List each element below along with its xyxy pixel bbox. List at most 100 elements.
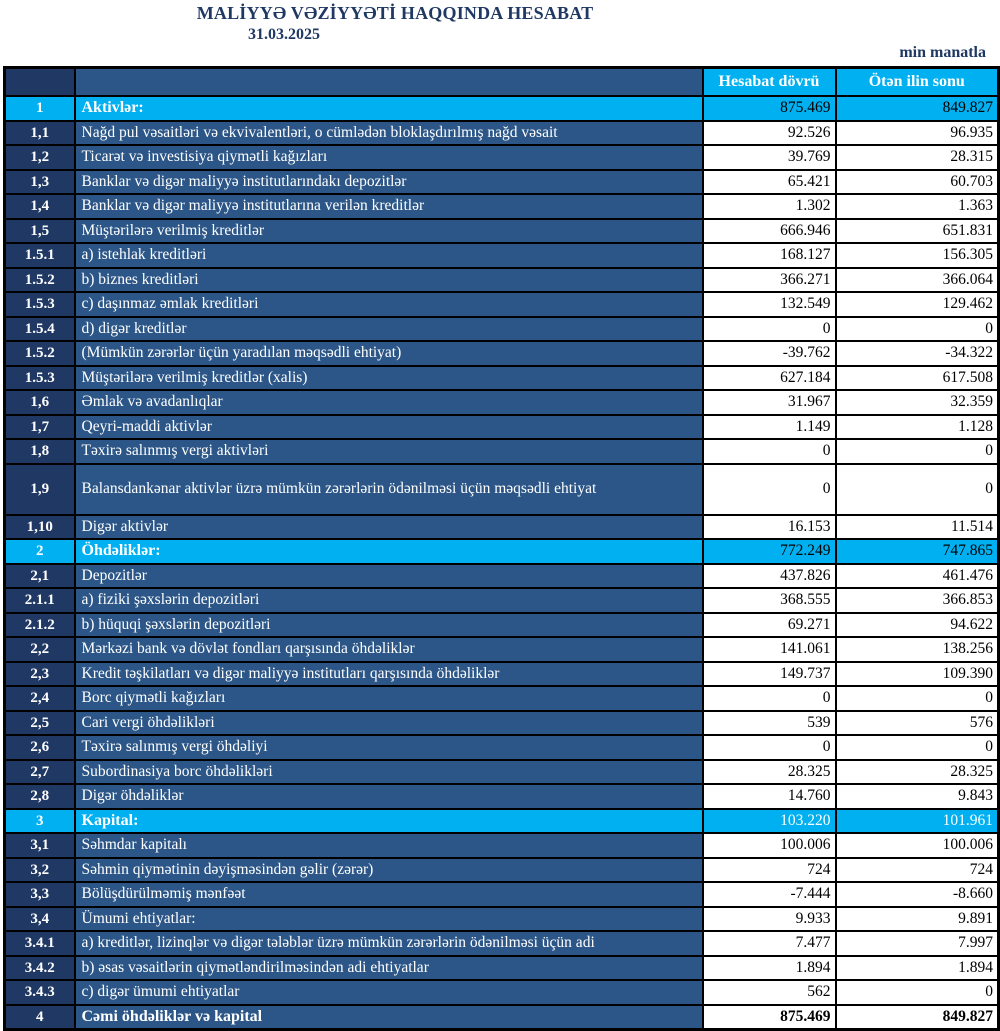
row-number: 1,4	[3, 193, 76, 220]
row-number: 1.5.2	[3, 266, 76, 293]
value-current: 39.769	[701, 144, 837, 171]
row-label: b) hüquqi şəxslərin depozitləri	[73, 611, 704, 638]
value-current: 103.220	[701, 807, 837, 834]
row-number: 1.5.3	[3, 364, 76, 391]
row-number: 3,3	[3, 881, 76, 908]
row-label: Cari vergi öhdəlikləri	[73, 709, 704, 736]
table-row: 1,10 Digər aktivlər 16.153 11.514	[3, 513, 1000, 540]
table-row: 1.5.1 a) istehlak kreditləri 168.127 156.30…	[3, 242, 1000, 269]
row-number: 3,2	[3, 856, 76, 883]
value-previous: 849.827	[834, 95, 1000, 122]
table-row: 2 Öhdəliklər: 772.249 747.865	[3, 538, 1000, 565]
table-row: 1,7 Qeyri-maddi aktivlər 1.149 1.128	[3, 413, 1000, 440]
table-row: 2,4 Borc qiymətli kağızları 0 0	[3, 685, 1000, 712]
row-label: Digər öhdəliklər	[73, 783, 704, 810]
value-previous: 11.514	[834, 513, 1000, 540]
value-previous: 724	[834, 856, 1000, 883]
row-label: Öhdəliklər:	[73, 538, 704, 565]
row-number: 1	[3, 95, 76, 122]
row-number: 2,2	[3, 636, 76, 663]
table-row: 3,1 Səhmdar kapitalı 100.006 100.006	[3, 832, 1000, 859]
value-previous: 9.843	[834, 783, 1000, 810]
row-label: c) daşınmaz əmlak kreditləri	[73, 291, 704, 318]
value-previous: 366.064	[834, 266, 1000, 293]
row-label: Səhmin qiymətinin dəyişməsindən gəlir (z…	[73, 856, 704, 883]
row-label: Banklar və digər maliyyə institutlarına …	[73, 193, 704, 220]
row-number: 2,5	[3, 709, 76, 736]
table-row: 3,4 Ümumi ehtiyatlar: 9.933 9.891	[3, 905, 1000, 932]
value-current: 132.549	[701, 291, 837, 318]
table-row: 3 Kapital: 103.220 101.961	[3, 807, 1000, 834]
value-previous: -8.660	[834, 881, 1000, 908]
row-number: 2,7	[3, 758, 76, 785]
row-number: 2,6	[3, 734, 76, 761]
table-header-row: Hesabat dövrü Ötən ilin sonu	[3, 66, 1000, 97]
value-current: 92.526	[701, 119, 837, 146]
row-number: 2,3	[3, 660, 76, 687]
value-previous: 156.305	[834, 242, 1000, 269]
value-previous: 60.703	[834, 168, 1000, 195]
table-body: 1 Aktivlər: 875.469 849.827 1,1 Nağd pul vəsa…	[3, 95, 1000, 1031]
row-label: Borc qiymətli kağızları	[73, 685, 704, 712]
row-number: 2,4	[3, 685, 76, 712]
value-previous: 129.462	[834, 291, 1000, 318]
value-current: 0	[701, 734, 837, 761]
value-previous: 1.128	[834, 413, 1000, 440]
row-label: b) biznes kreditləri	[73, 266, 704, 293]
table-row: 2,3 Kredit təşkilatları və digər maliyyə …	[3, 660, 1000, 687]
value-current: 1.149	[701, 413, 837, 440]
table-row: 1.5.4 d) digər kreditlər 0 0	[3, 315, 1000, 342]
row-label: a) kreditlər, lizinqlər və digər tələblə…	[73, 930, 704, 957]
value-previous: 0	[834, 438, 1000, 465]
table-row: 1,8 Təxirə salınmış vergi aktivləri 0 0	[3, 438, 1000, 465]
row-number: 1.5.3	[3, 291, 76, 318]
value-current: 28.325	[701, 758, 837, 785]
row-label: Aktivlər:	[73, 95, 704, 122]
table-row: 1.5.2 b) biznes kreditləri 366.271 366.064	[3, 266, 1000, 293]
value-previous: 651.831	[834, 217, 1000, 244]
table-row: 3,3 Bölüşdürülməmiş mənfəət -7.444 -8.660	[3, 881, 1000, 908]
row-number: 1,8	[3, 438, 76, 465]
row-label: Bölüşdürülməmiş mənfəət	[73, 881, 704, 908]
row-number: 1.5.4	[3, 315, 76, 342]
row-number: 1.5.2	[3, 340, 76, 367]
row-label: Kredit təşkilatları və digər maliyyə ins…	[73, 660, 704, 687]
table-row: 1,3 Banklar və digər maliyyə institutları…	[3, 168, 1000, 195]
value-previous: 617.508	[834, 364, 1000, 391]
row-label: Səhmdar kapitalı	[73, 832, 704, 859]
value-previous: 747.865	[834, 538, 1000, 565]
table-row: 2.1.1 a) fiziki şəxslərin depozitləri 368.…	[3, 587, 1000, 614]
row-label: Digər aktivlər	[73, 513, 704, 540]
row-label: (Mümkün zərərlər üçün yaradılan məqsədli…	[73, 340, 704, 367]
row-label: c) digər ümumi ehtiyatlar	[73, 979, 704, 1006]
value-previous: 7.997	[834, 930, 1000, 957]
value-current: 0	[701, 315, 837, 342]
table-row: 1,5 Müştərilərə verilmiş kreditlər 666.946…	[3, 217, 1000, 244]
value-current: 1.894	[701, 954, 837, 981]
row-label: a) istehlak kreditləri	[73, 242, 704, 269]
row-label: Depozitlər	[73, 562, 704, 589]
row-number: 1,6	[3, 389, 76, 416]
value-current: 627.184	[701, 364, 837, 391]
row-label: Müştərilərə verilmiş kreditlər	[73, 217, 704, 244]
value-current: 539	[701, 709, 837, 736]
value-previous: 576	[834, 709, 1000, 736]
row-label: a) fiziki şəxslərin depozitləri	[73, 587, 704, 614]
value-current: 562	[701, 979, 837, 1006]
row-number: 2,1	[3, 562, 76, 589]
column-header-current-period: Hesabat dövrü	[701, 66, 837, 97]
header-blank-number-cell	[3, 66, 76, 97]
value-previous: 9.891	[834, 905, 1000, 932]
value-current: 14.760	[701, 783, 837, 810]
value-current: 0	[701, 438, 837, 465]
row-label: d) digər kreditlər	[73, 315, 704, 342]
table-row: 1.5.3 c) daşınmaz əmlak kreditləri 132.549…	[3, 291, 1000, 318]
value-previous: 1.894	[834, 954, 1000, 981]
value-previous: 28.325	[834, 758, 1000, 785]
table-row: 3.4.3 c) digər ümumi ehtiyatlar 562 0	[3, 979, 1000, 1006]
row-label: Banklar və digər maliyyə institutlarında…	[73, 168, 704, 195]
row-number: 2,8	[3, 783, 76, 810]
row-number: 2.1.1	[3, 587, 76, 614]
table-row: 2,7 Subordinasiya borc öhdəlikləri 28.325 2…	[3, 758, 1000, 785]
value-previous: 96.935	[834, 119, 1000, 146]
